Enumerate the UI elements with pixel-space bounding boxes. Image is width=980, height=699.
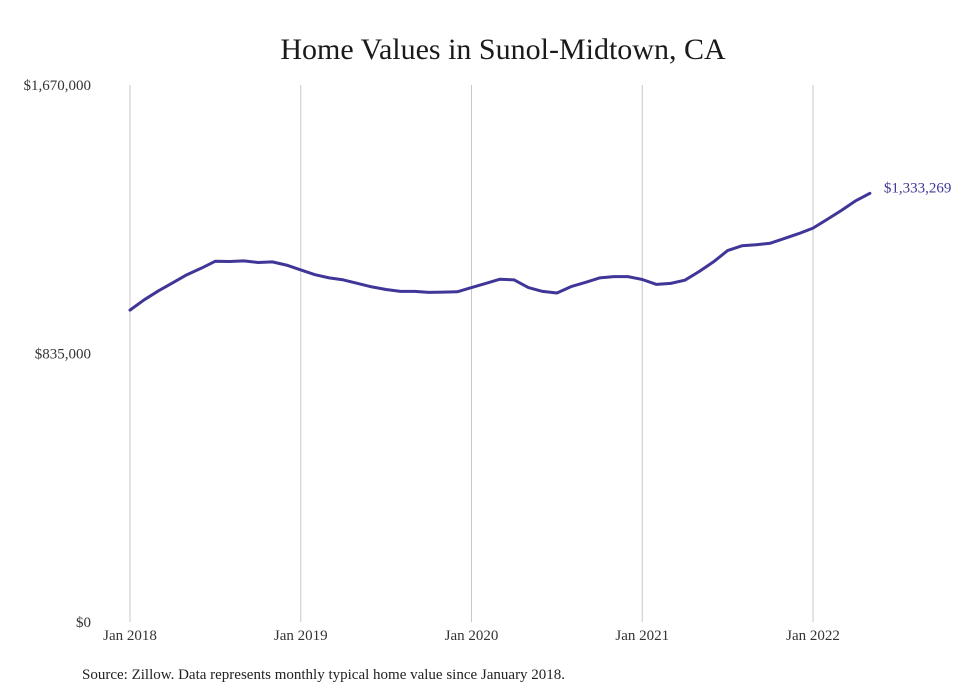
x-tick-label: Jan 2022 (786, 628, 840, 644)
x-tick-label: Jan 2019 (274, 628, 328, 644)
grid-lines (129, 85, 814, 622)
chart-title: Home Values in Sunol-Midtown, CA (280, 33, 726, 66)
series-line (128, 191, 872, 312)
end-value-label: $1,333,269 (884, 180, 952, 196)
y-axis-ticks: $0 $835,000 $1,670,000 (24, 78, 92, 631)
x-tick-label: Jan 2021 (615, 628, 669, 644)
x-tick-label: Jan 2018 (103, 628, 157, 644)
x-tick-label: Jan 2020 (445, 628, 499, 644)
y-tick-label: $835,000 (35, 347, 91, 363)
series-layer (128, 191, 872, 312)
end-label-layer: $1,333,269 (884, 180, 952, 196)
y-tick-label: $0 (76, 615, 91, 631)
y-tick-label: $1,670,000 (24, 78, 92, 94)
x-axis-ticks: Jan 2018 Jan 2019 Jan 2020 Jan 2021 Jan 2022 (103, 628, 840, 644)
source-note: Source: Zillow. Data represents monthly … (82, 667, 566, 683)
